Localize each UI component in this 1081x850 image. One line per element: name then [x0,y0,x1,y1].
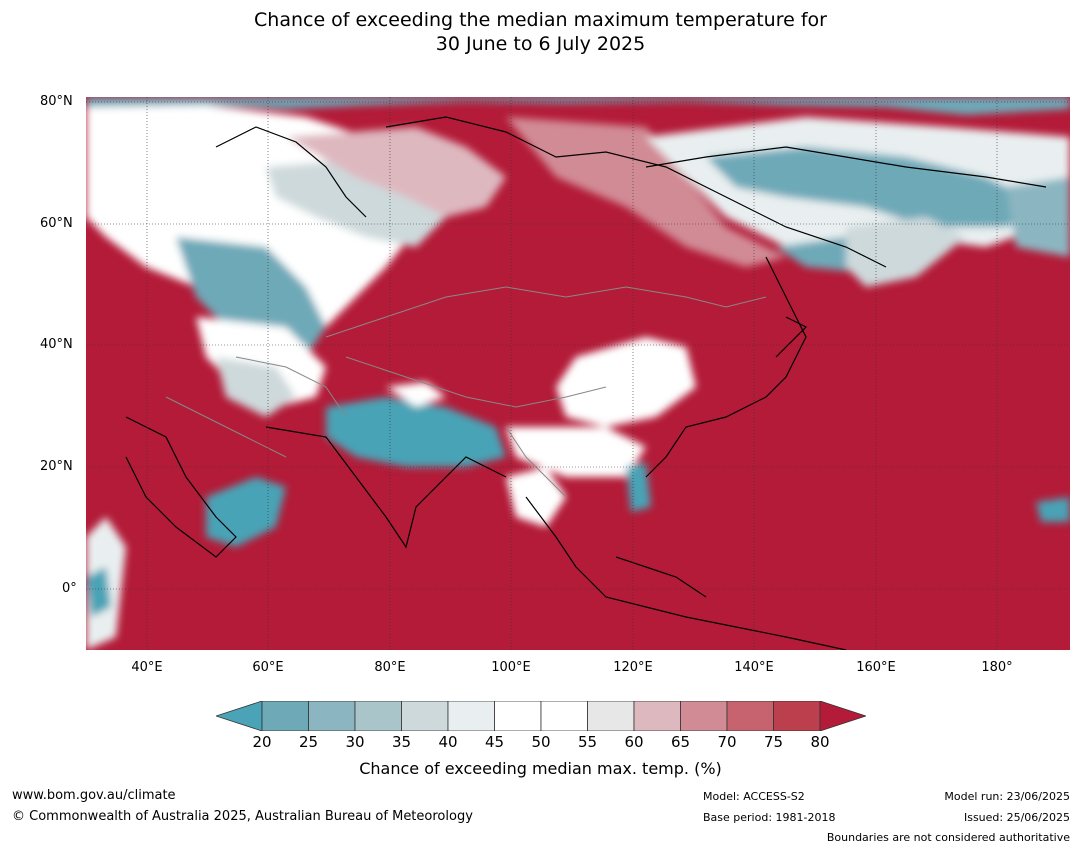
colorbar-tick-label: 30 [345,733,365,751]
colorbar-label: Chance of exceeding median max. temp. (%… [359,759,722,778]
lon-label-80e: 80°E [374,660,406,675]
map-title-line1: Chance of exceeding the median maximum t… [254,9,827,31]
map-canvas [86,97,1070,650]
colorbar-legend [216,701,866,731]
coastlines [125,116,1047,650]
colorbar-tick-label: 50 [531,733,551,751]
lon-label-160e: 160°E [856,660,896,675]
anomaly-regions [86,97,1070,650]
footer-base-period: Base period: 1981-2018 [703,811,836,824]
footer-model-run: Model run: 23/06/2025 [944,790,1070,803]
footer-model: Model: ACCESS-S2 [703,790,805,803]
lat-label-60n: 60°N [40,216,73,231]
map-title-line2: 30 June to 6 July 2025 [435,33,646,55]
colorbar-bin [261,701,309,731]
colorbar-tick-label: 80 [810,733,830,751]
colorbar-bins [261,701,821,731]
colorbar-tick-label: 40 [438,733,458,751]
lat-label-40n: 40°N [40,337,73,352]
lon-label-140e: 140°E [734,660,774,675]
footer-copyright: © Commonwealth of Australia 2025, Austra… [12,809,473,824]
colorbar-below-arrow [216,701,263,731]
lon-label-100e: 100°E [491,660,531,675]
colorbar-bin [447,701,495,731]
colorbar-bin [494,701,542,731]
lat-label-20n: 20°N [40,459,73,474]
colorbar-tick-label: 20 [252,733,272,751]
colorbar-bin [540,701,588,731]
colorbar-bin [726,701,774,731]
map-title: Chance of exceeding the median maximum t… [0,8,1081,56]
colorbar-tick-label: 55 [577,733,598,751]
colorbar-tick-label: 65 [670,733,691,751]
lat-label-80n: 80°N [40,94,73,109]
colorbar-tick-label: 70 [717,733,737,751]
country-borders [165,286,767,498]
footer-url[interactable]: www.bom.gov.au/climate [12,788,176,803]
lon-label-40e: 40°E [131,660,163,675]
probability-map [86,97,1070,650]
colorbar-bin [308,701,356,731]
colorbar-tick-label: 75 [763,733,784,751]
graticule [86,97,1070,650]
colorbar-bin [680,701,728,731]
colorbar-tick-label: 25 [298,733,319,751]
lon-label-180: 180° [981,660,1013,675]
colorbar-bin [633,701,681,731]
colorbar-bin [773,701,821,731]
colorbar-bin [401,701,449,731]
colorbar-tick-label: 35 [391,733,412,751]
colorbar-tick-label: 60 [624,733,644,751]
colorbar-above-arrow [819,701,866,731]
colorbar-tick-label: 45 [484,733,505,751]
colorbar-bin [354,701,402,731]
colorbar-bin [587,701,635,731]
footer-issued: Issued: 25/06/2025 [963,811,1070,824]
lat-label-0: 0° [62,581,77,596]
lon-label-120e: 120°E [613,660,653,675]
footer-disclaimer: Boundaries are not considered authoritat… [826,831,1070,844]
lon-label-60e: 60°E [252,660,284,675]
